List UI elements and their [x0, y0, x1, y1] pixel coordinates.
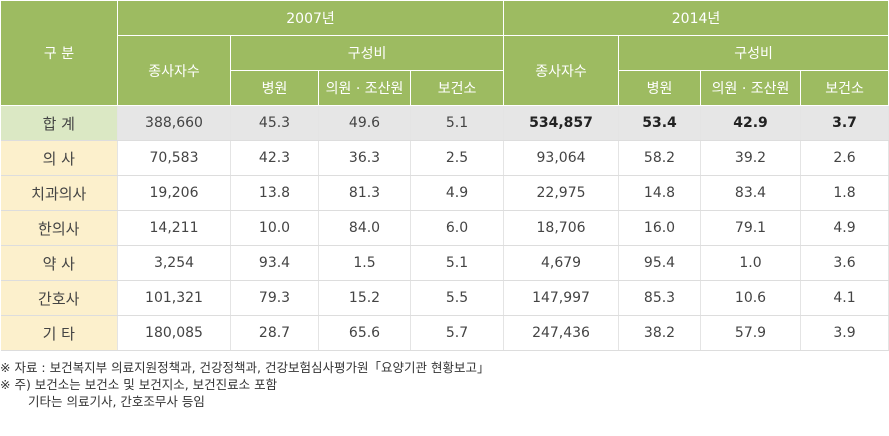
cell: 4.9 — [410, 175, 505, 211]
cell: 10.0 — [230, 210, 319, 246]
cell: 3.6 — [800, 245, 889, 281]
header-cell: 병원 — [230, 70, 319, 106]
row-label: 치과의사 — [0, 175, 118, 211]
cell: 58.2 — [618, 140, 702, 176]
cell: 10.6 — [700, 280, 802, 316]
table-body: 합 계 388,660 45.3 49.6 5.1 534,857 53.4 42.9 3.7 의… — [0, 105, 889, 351]
cell: 38.2 — [618, 315, 702, 351]
cell: 147,997 — [503, 280, 620, 316]
table-row: 의 사 70,583 42.3 36.3 2.5 93,064 58.2 39.2 2.6 — [0, 140, 889, 176]
row-label: 기 타 — [0, 315, 118, 351]
cell: 49.6 — [318, 105, 411, 141]
cell: 93.4 — [230, 245, 319, 281]
cell: 93,064 — [503, 140, 620, 176]
header-cell: 의원 · 조산원 — [700, 70, 802, 106]
cell: 2.6 — [800, 140, 889, 176]
note: 기타는 의료기사, 간호조무사 등임 — [28, 394, 205, 409]
data-table: 구 분 2007년 2014년 종사자수 구성비 종사자수 구성비 병원 의원 … — [0, 0, 889, 351]
header-cell: 구 분 — [0, 0, 118, 106]
cell: 19,206 — [117, 175, 231, 211]
cell: 28.7 — [230, 315, 319, 351]
header-cell: 구성비 — [229, 35, 505, 71]
cell: 22,975 — [503, 175, 620, 211]
cell: 1.8 — [800, 175, 889, 211]
cell: 5.7 — [410, 315, 505, 351]
cell: 83.4 — [700, 175, 802, 211]
cell: 247,436 — [503, 315, 620, 351]
row-label: 간호사 — [0, 280, 118, 316]
row-label: 합 계 — [0, 105, 118, 141]
cell: 65.6 — [318, 315, 411, 351]
cell: 18,706 — [503, 210, 620, 246]
cell: 36.3 — [318, 140, 411, 176]
cell: 2.5 — [410, 140, 505, 176]
header-cell: 종사자수 — [117, 35, 231, 106]
cell: 39.2 — [700, 140, 802, 176]
table-row: 치과의사 19,206 13.8 81.3 4.9 22,975 14.8 83.4 1.8 — [0, 175, 889, 211]
cell: 84.0 — [318, 210, 411, 246]
cell: 16.0 — [618, 210, 702, 246]
cell: 5.1 — [410, 105, 505, 141]
table-row: 합 계 388,660 45.3 49.6 5.1 534,857 53.4 42.9 3.7 — [0, 105, 889, 141]
cell: 42.3 — [230, 140, 319, 176]
cell: 180,085 — [117, 315, 231, 351]
cell: 6.0 — [410, 210, 505, 246]
row-label: 한의사 — [0, 210, 118, 246]
note: ※ 자료 : 보건복지부 의료지원정책과, 건강정책과, 건강보험심사평가원「요… — [0, 360, 490, 375]
header-cell: 2007년 — [116, 0, 505, 36]
row-label: 의 사 — [0, 140, 118, 176]
cell: 85.3 — [618, 280, 702, 316]
cell: 70,583 — [117, 140, 231, 176]
cell: 14.8 — [618, 175, 702, 211]
header-cell: 2014년 — [503, 0, 889, 36]
header-cell: 병원 — [618, 70, 702, 106]
table-row: 간호사 101,321 79.3 15.2 5.5 147,997 85.3 10.6 4.1 — [0, 280, 889, 316]
table-row: 한의사 14,211 10.0 84.0 6.0 18,706 16.0 79.1 4.9 — [0, 210, 889, 246]
table-row: 기 타 180,085 28.7 65.6 5.7 247,436 38.2 57.9 3.9 — [0, 315, 889, 351]
cell: 79.1 — [700, 210, 802, 246]
cell: 42.9 — [700, 105, 802, 141]
notes: ※ 자료 : 보건복지부 의료지원정책과, 건강정책과, 건강보험심사평가원「요… — [0, 359, 889, 410]
cell: 45.3 — [230, 105, 319, 141]
header-cell: 종사자수 — [503, 35, 620, 106]
cell: 1.0 — [700, 245, 802, 281]
cell: 1.5 — [318, 245, 411, 281]
cell: 4.9 — [800, 210, 889, 246]
note: ※ 주) 보건소는 보건소 및 보건지소, 보건진료소 포함 — [0, 377, 278, 392]
cell: 81.3 — [318, 175, 411, 211]
header-cell: 의원 · 조산원 — [318, 70, 411, 106]
cell: 14,211 — [117, 210, 231, 246]
cell: 15.2 — [318, 280, 411, 316]
cell: 13.8 — [230, 175, 319, 211]
cell: 5.1 — [410, 245, 505, 281]
cell: 3,254 — [117, 245, 231, 281]
cell: 79.3 — [230, 280, 319, 316]
cell: 4.1 — [800, 280, 889, 316]
cell: 534,857 — [503, 105, 620, 141]
cell: 95.4 — [618, 245, 702, 281]
cell: 3.7 — [800, 105, 889, 141]
cell: 57.9 — [700, 315, 802, 351]
header-cell: 보건소 — [409, 70, 505, 106]
cell: 3.9 — [800, 315, 889, 351]
cell: 388,660 — [117, 105, 231, 141]
table-row: 약 사 3,254 93.4 1.5 5.1 4,679 95.4 1.0 3.6 — [0, 245, 889, 281]
cell: 4,679 — [503, 245, 620, 281]
row-label: 약 사 — [0, 245, 118, 281]
header-cell: 구성비 — [618, 35, 889, 71]
cell: 5.5 — [410, 280, 505, 316]
cell: 53.4 — [618, 105, 702, 141]
cell: 101,321 — [117, 280, 231, 316]
header-cell: 보건소 — [800, 70, 889, 106]
